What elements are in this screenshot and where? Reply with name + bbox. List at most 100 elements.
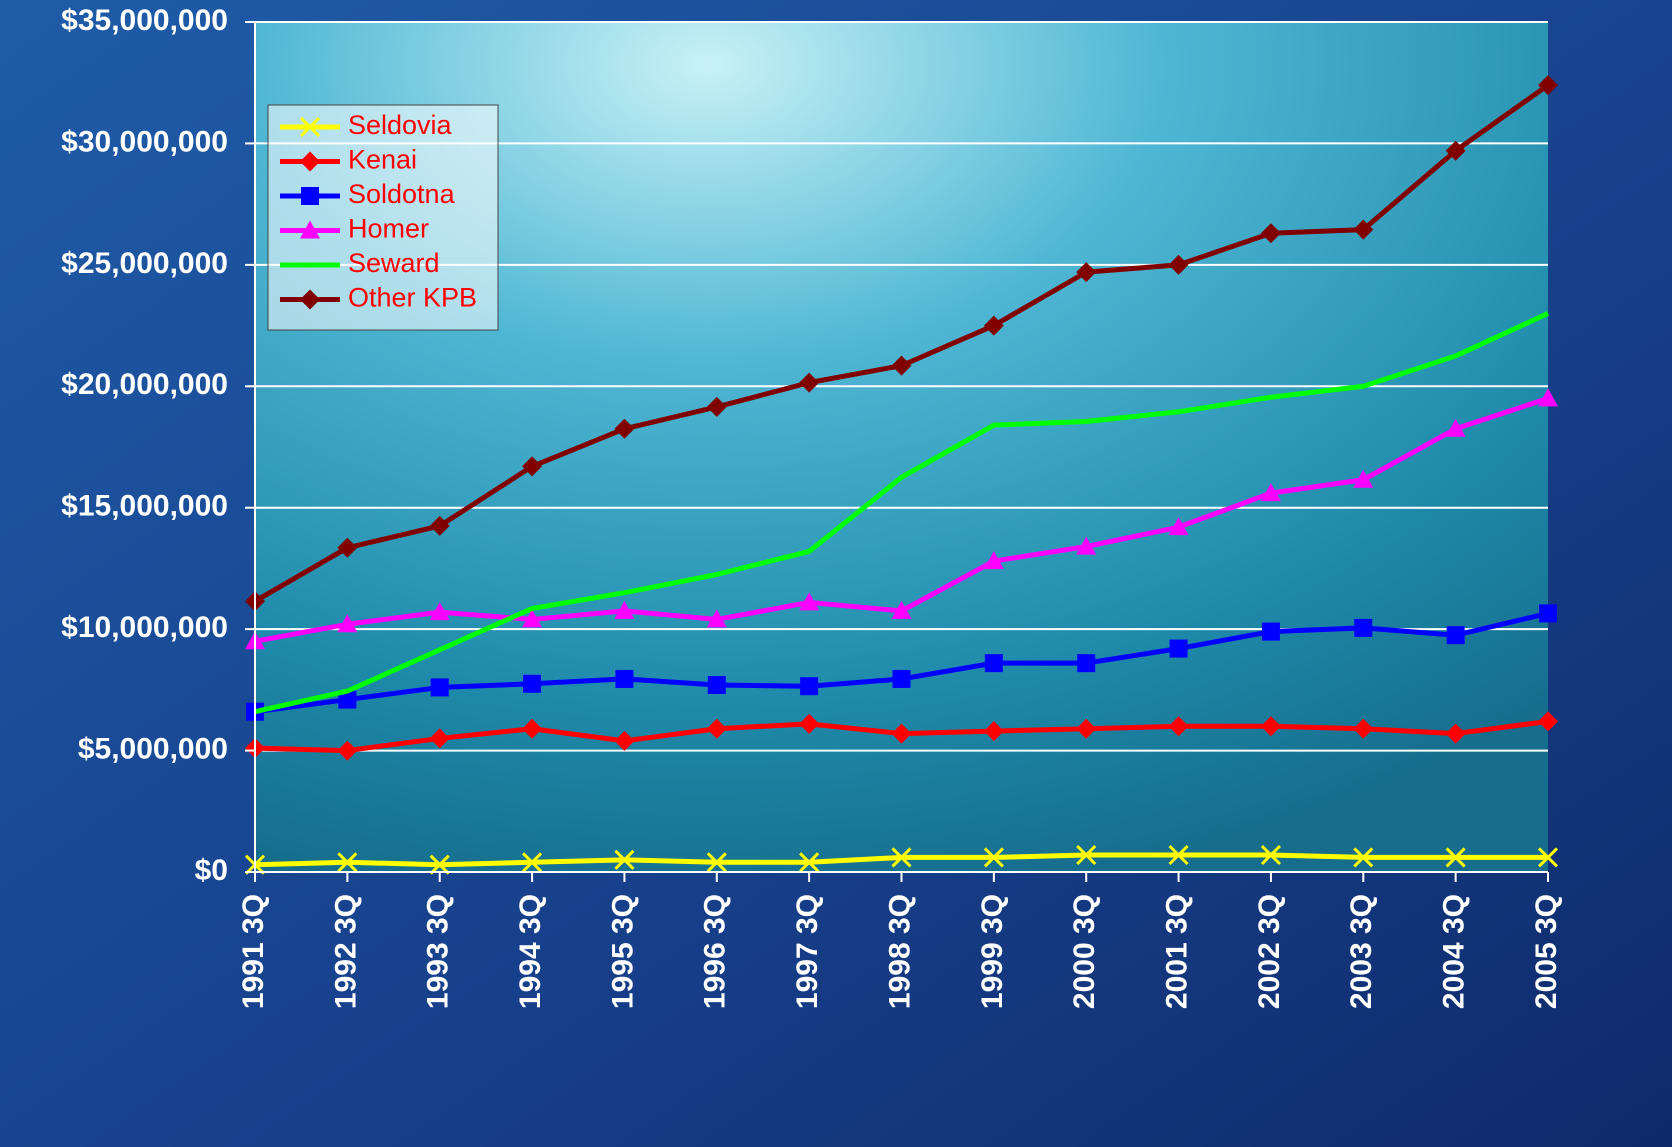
marker (1445, 723, 1466, 744)
marker (429, 728, 450, 749)
legend-label: Soldotna (348, 179, 456, 209)
x-tick-label: 1999 3Q (976, 894, 1009, 1009)
x-tick-label: 1995 3Q (606, 894, 639, 1009)
marker (1260, 223, 1281, 244)
legend: Seldovia Kenai Soldotna Homer Seward Other KP… (267, 104, 499, 331)
legend-label: Homer (348, 214, 429, 244)
legend-label: Seldovia (348, 110, 453, 140)
marker (1445, 847, 1466, 868)
marker (1353, 718, 1374, 739)
marker (1076, 262, 1097, 283)
x-tick-label: 1992 3Q (329, 894, 362, 1009)
marker (891, 355, 912, 376)
marker (983, 847, 1004, 868)
marker (1168, 517, 1189, 536)
marker (1260, 483, 1281, 502)
marker (300, 151, 320, 172)
marker (337, 852, 358, 873)
y-tick-label: $15,000,000 (61, 490, 228, 523)
x-tick-label: 1991 3Q (237, 894, 270, 1009)
marker (522, 609, 543, 628)
marker (1076, 718, 1097, 739)
marker (1169, 639, 1188, 658)
marker (706, 852, 727, 873)
legend-label: Seward (348, 248, 440, 278)
x-tick-label: 2001 3Q (1160, 894, 1193, 1009)
marker (614, 849, 635, 870)
marker (1538, 711, 1558, 732)
marker (615, 669, 634, 688)
marker (799, 713, 820, 734)
y-tick-label: $25,000,000 (61, 247, 228, 280)
marker (299, 116, 321, 138)
marker (1538, 388, 1558, 407)
marker (983, 315, 1004, 336)
x-tick-label: 1996 3Q (699, 894, 732, 1009)
marker (1539, 604, 1557, 623)
marker (429, 602, 450, 621)
series-line (254, 311, 1550, 715)
marker (301, 187, 319, 205)
marker (429, 854, 450, 875)
marker (983, 721, 1004, 742)
marker (1076, 844, 1097, 866)
marker (614, 418, 635, 439)
marker (1445, 418, 1466, 437)
marker (891, 847, 912, 868)
marker (430, 678, 449, 697)
x-tick-label: 2002 3Q (1253, 894, 1286, 1009)
marker (799, 372, 820, 393)
marker (523, 674, 542, 693)
x-tick-label: 2005 3Q (1530, 894, 1563, 1009)
marker (1446, 626, 1465, 645)
y-tick-label: $0 (195, 854, 228, 887)
x-tick-label: 2000 3Q (1068, 894, 1101, 1009)
marker (522, 718, 543, 739)
marker (706, 609, 727, 628)
marker (1168, 716, 1189, 737)
y-tick-label: $30,000,000 (61, 125, 228, 158)
x-tick-label: 1994 3Q (514, 894, 547, 1009)
marker (300, 289, 320, 310)
marker (429, 515, 450, 536)
marker (300, 220, 320, 239)
marker (337, 740, 358, 761)
marker (1353, 469, 1374, 488)
marker (1077, 654, 1096, 673)
marker (1168, 844, 1189, 866)
marker (800, 677, 819, 696)
legend-label: Kenai (348, 145, 417, 175)
marker (707, 676, 726, 694)
legend-label: Other KPB (348, 283, 477, 313)
marker (614, 730, 635, 751)
marker (984, 654, 1003, 673)
y-tick-label: $20,000,000 (61, 368, 228, 401)
marker (1076, 536, 1097, 555)
marker (1168, 254, 1189, 275)
marker (1261, 622, 1280, 641)
y-tick-label: $5,000,000 (78, 732, 228, 765)
x-tick-label: 2003 3Q (1345, 894, 1378, 1009)
marker (799, 592, 820, 611)
marker (614, 600, 635, 619)
marker (799, 852, 820, 873)
marker (522, 852, 543, 873)
series (244, 75, 1559, 875)
marker (338, 690, 357, 709)
marker (1260, 716, 1281, 737)
marker (1353, 219, 1374, 240)
marker (1353, 847, 1374, 868)
marker (891, 600, 912, 619)
legend-box (267, 104, 499, 331)
marker (337, 537, 358, 558)
marker (1354, 618, 1373, 637)
marker (1537, 847, 1559, 868)
marker (522, 456, 543, 477)
marker (337, 614, 358, 633)
marker (1538, 75, 1558, 96)
marker (706, 718, 727, 739)
marker (983, 551, 1004, 570)
marker (1445, 140, 1466, 161)
marker (1260, 844, 1281, 866)
